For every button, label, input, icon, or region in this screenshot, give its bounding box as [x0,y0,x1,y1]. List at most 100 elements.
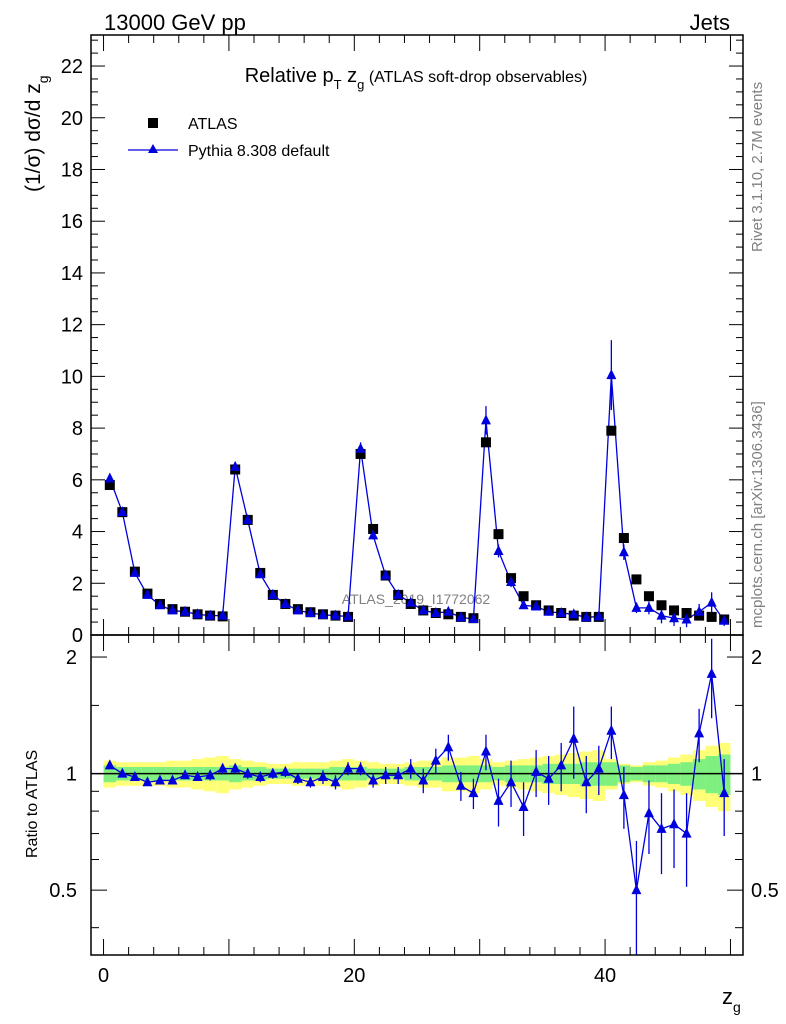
atlas-point [656,600,667,611]
pythia-point [618,546,629,557]
pythia-point [643,601,654,612]
ratio-point [393,769,404,780]
analysis-watermark: ATLAS_2019_I1772062 [342,591,491,607]
pythia-point [418,604,429,615]
ratio-x-axis: 0 20 40 [98,635,731,987]
main-x-axis [103,35,731,635]
pythia-point [593,610,604,621]
pythia-point [355,442,366,453]
ratio-point [455,779,466,790]
ratio-y-tick-label-right: 1 [751,764,762,786]
main-y-tick-label: 0 [72,625,83,647]
x-axis-label: zg [722,984,741,1015]
pythia-point [455,611,466,622]
ratio-point [468,787,479,798]
pythia-point [305,607,316,618]
pythia-point [104,472,115,483]
ratio-point [543,772,554,783]
ratio-point [180,769,191,780]
ratio-frame [90,634,744,956]
energy-label: 13000 GeV pp [104,10,246,35]
pythia-point [242,513,253,524]
pythia-point [606,369,617,380]
atlas-point [368,523,379,534]
atlas-point [669,605,680,616]
pythia-point [631,601,642,612]
pythia-point [694,605,705,616]
pythia-point [154,599,165,610]
pythia-point [430,607,441,618]
ratio-point [706,667,717,678]
pythia-point [330,609,341,620]
ratio-point [192,770,203,781]
ratio-point [593,762,604,773]
pythia-point [230,460,241,471]
pythia-point [581,611,592,622]
pythia-point [719,614,730,625]
ratio-point [343,762,354,773]
main-y-tick-label: 22 [61,56,83,78]
ratio-y-label: Ratio to ATLAS [24,750,41,858]
pythia-point [706,596,717,607]
ratio-point [154,774,165,785]
pythia-point [117,506,128,517]
pythia-point [568,608,579,619]
pythia-point [656,609,667,620]
pythia-point [217,609,228,620]
main-y-tick-label: 4 [72,522,83,544]
main-y-tick-label: 10 [61,366,83,388]
atlas-point [706,611,717,622]
ratio-point [618,789,629,800]
atlas-point [493,529,504,540]
main-y-tick-label: 12 [61,315,83,337]
pythia-point [267,588,278,599]
pythia-point [292,604,303,615]
main-y-tick-label: 6 [72,470,83,492]
ratio-y-tick-label: 1 [66,764,77,786]
ratio-point [368,774,379,785]
process-label: Jets [690,10,730,35]
legend-marker-pythia [148,144,158,153]
ratio-point [305,776,316,787]
ratio-point [631,884,642,895]
ratio-panel: 0.5 0.5 1 1 2 2 0 20 40 Ratio to ATLAS zg [24,634,779,1015]
main-y-tick-label: 16 [61,211,83,233]
pythia-point [468,612,479,623]
ratio-x-tick-label: 20 [343,965,365,987]
main-data-layer [104,340,730,628]
pythia-point [506,575,517,586]
ratio-point [142,776,153,787]
ratio-point [317,770,328,781]
ratio-point [380,769,391,780]
atlas-point [618,533,629,544]
ratio-point [129,770,140,781]
pythia-point [493,544,504,555]
ratio-point [230,762,241,773]
atlas-point [606,425,617,436]
pythia-point [129,566,140,577]
pythia-point [142,588,153,599]
ratio-point [117,767,128,778]
rivet-version-label: Rivet 3.1.10, 2.7M events [749,82,766,252]
pythia-point [167,604,178,615]
ratio-x-tick-label: 40 [594,965,616,987]
main-y-tick-label: 18 [61,159,83,181]
ratio-point [104,759,115,770]
pythia-point [531,600,542,611]
atlas-point [480,437,491,448]
ratio-y-tick-label-right: 0.5 [751,880,779,902]
main-y-tick-label: 8 [72,418,83,440]
atlas-point [681,608,692,619]
ratio-point [518,800,529,811]
legend-marker-atlas [148,118,158,128]
legend-label-atlas: ATLAS [188,116,238,133]
ratio-point [656,822,667,833]
ratio-point [292,772,303,783]
pythia-point [518,599,529,610]
ratio-point [531,765,542,776]
pythia-point [343,610,354,621]
pythia-point [205,609,216,620]
legend-label-pythia: Pythia 8.308 default [188,143,330,160]
